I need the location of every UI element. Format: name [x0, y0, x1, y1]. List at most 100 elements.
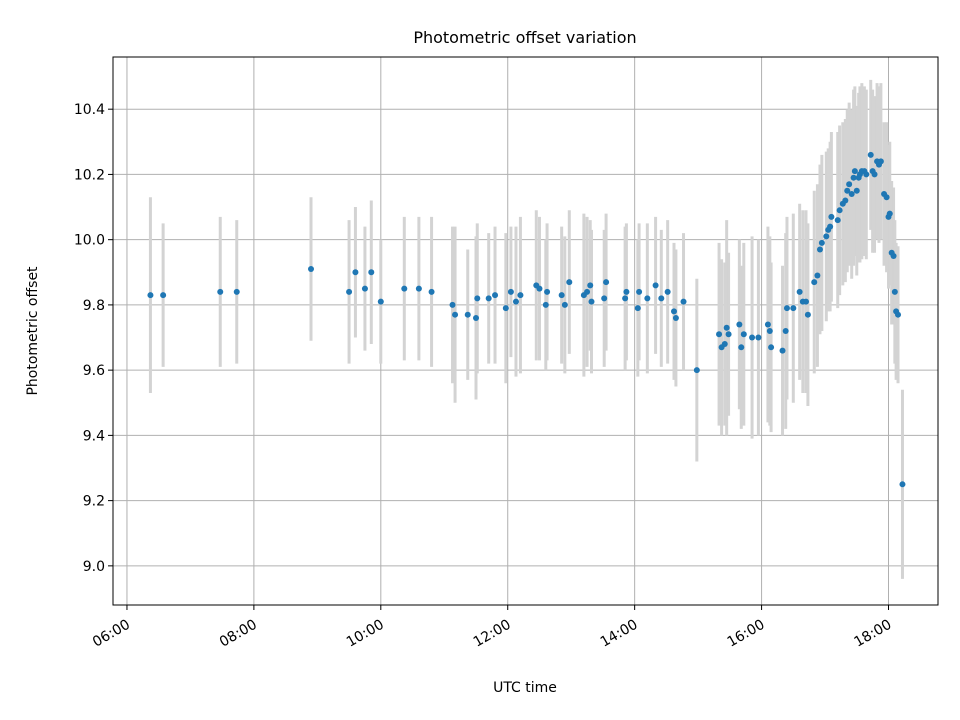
data-point — [517, 292, 524, 299]
data-point — [851, 168, 858, 175]
data-point — [693, 367, 700, 374]
y-tick-label: 9.4 — [83, 428, 105, 444]
data-point — [834, 217, 841, 224]
data-point — [622, 295, 629, 302]
data-point — [636, 288, 643, 295]
data-point — [502, 305, 509, 312]
data-point — [584, 288, 591, 295]
data-point — [449, 301, 456, 308]
data-point — [828, 213, 835, 220]
data-point — [680, 298, 687, 305]
data-point — [766, 328, 773, 334]
data-point — [736, 321, 743, 328]
data-point — [634, 305, 641, 312]
data-point — [485, 295, 492, 302]
data-point — [507, 288, 514, 295]
data-point — [652, 282, 659, 289]
data-point — [671, 308, 677, 315]
y-tick-label: 10.4 — [74, 102, 105, 118]
data-point — [848, 191, 855, 197]
data-point — [512, 298, 519, 305]
data-point — [740, 331, 747, 338]
data-point — [768, 344, 775, 351]
data-point — [842, 197, 849, 204]
data-point — [664, 288, 671, 295]
data-point — [217, 288, 224, 295]
data-point — [361, 285, 368, 292]
data-point — [672, 314, 679, 321]
data-point — [544, 288, 551, 295]
data-point — [588, 298, 595, 305]
data-point — [558, 292, 565, 299]
data-point — [749, 334, 756, 341]
data-point — [147, 292, 154, 299]
chart-title: Photometric offset variation — [413, 28, 636, 47]
data-point — [823, 233, 830, 240]
data-point — [377, 298, 384, 305]
data-point — [877, 158, 884, 165]
data-point — [886, 210, 893, 217]
data-point — [764, 321, 771, 328]
data-point — [368, 269, 375, 276]
data-point — [816, 246, 823, 253]
data-point — [725, 331, 732, 338]
data-point — [783, 305, 790, 312]
data-point — [492, 292, 499, 299]
data-point — [782, 328, 789, 334]
data-point — [867, 151, 874, 158]
data-point — [755, 334, 762, 341]
data-point — [542, 301, 549, 308]
data-point — [452, 311, 459, 318]
data-point — [883, 194, 890, 201]
data-point — [779, 347, 786, 354]
data-point — [346, 288, 353, 295]
data-point — [804, 311, 811, 318]
data-point — [464, 311, 471, 318]
data-point — [623, 288, 630, 295]
data-point — [863, 171, 870, 178]
data-point — [836, 207, 843, 214]
data-point — [738, 344, 745, 351]
data-point — [895, 311, 902, 318]
data-point — [587, 282, 594, 289]
data-point — [803, 298, 809, 305]
data-point — [603, 279, 610, 286]
data-point — [811, 279, 818, 286]
data-point — [352, 269, 359, 276]
data-point — [899, 481, 906, 488]
data-point — [233, 288, 240, 295]
data-point — [601, 295, 608, 302]
x-axis-label: UTC time — [493, 680, 557, 696]
y-tick-label: 9.6 — [83, 363, 105, 379]
data-point — [644, 295, 651, 302]
data-point — [160, 292, 167, 299]
data-points — [147, 151, 906, 488]
data-point — [790, 305, 797, 312]
data-point — [415, 285, 422, 292]
y-tick-label: 9.2 — [83, 494, 105, 510]
data-point — [844, 187, 851, 194]
y-tick-label: 9.0 — [83, 559, 105, 575]
y-ticks: 9.0 9.2 9.4 9.6 9.8 10.0 10.2 10.4 — [74, 102, 113, 575]
data-point — [716, 331, 723, 338]
data-point — [536, 285, 543, 292]
plot-frame — [112, 56, 939, 606]
data-point — [814, 272, 821, 279]
data-point — [850, 174, 857, 181]
data-point — [566, 279, 573, 286]
data-point — [561, 301, 568, 308]
data-point — [474, 295, 481, 302]
data-point — [846, 181, 853, 188]
data-point — [890, 252, 897, 259]
data-point — [827, 223, 834, 230]
data-point — [721, 341, 728, 348]
y-tick-label: 10.0 — [74, 233, 105, 249]
data-point — [723, 324, 730, 331]
y-tick-label: 10.2 — [74, 167, 105, 183]
data-point — [473, 314, 479, 321]
data-point — [796, 288, 803, 295]
y-tick-label: 9.8 — [83, 298, 105, 314]
y-axis-label: Photometric offset — [25, 266, 41, 396]
data-point — [818, 239, 825, 246]
